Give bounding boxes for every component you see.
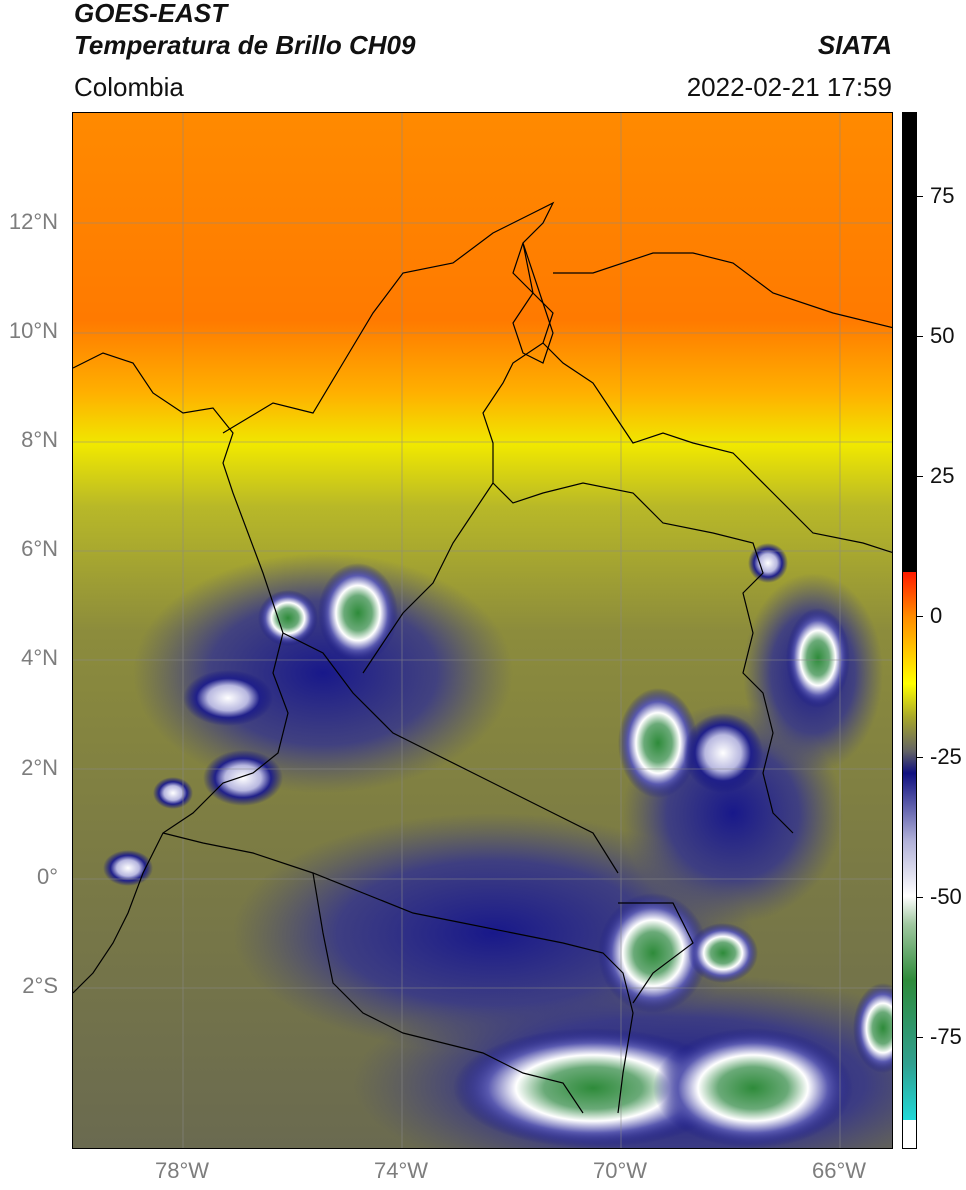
product-title: Temperatura de Brillo CH09 (74, 30, 416, 60)
gridlines (73, 113, 892, 1148)
borders (73, 201, 892, 1114)
lat-label-12n: 12°N (8, 209, 58, 234)
colorbar-tick-mark (917, 196, 923, 198)
colorbar-tick-mark (917, 616, 923, 618)
lat-label-2s: 2°S (22, 973, 58, 998)
satellite-map[interactable] (72, 112, 893, 1149)
colorbar-tick-label: 75 (930, 183, 955, 209)
colorbar-tick-label: 25 (930, 463, 955, 489)
agency-label: SIATA (817, 30, 892, 60)
lat-label-6n: 6°N (21, 536, 58, 561)
colorbar-tick-mark (917, 476, 923, 478)
map-canvas (73, 113, 892, 1148)
colorbar-tick-mark (917, 896, 923, 898)
region-label: Colombia (74, 72, 184, 102)
lat-label-10n: 10°N (8, 318, 58, 343)
lon-label-66w: 66°W (811, 1158, 867, 1183)
colorbar-tick-mark (917, 336, 923, 338)
satellite-title: GOES-EAST (74, 0, 228, 28)
datetime-label: 2022-02-21 17:59 (686, 72, 892, 102)
colorbar-tick-label: -75 (930, 1023, 962, 1049)
colorbar-tick-label: -50 (930, 883, 962, 909)
colorbar-tick-mark (917, 756, 923, 758)
lon-label-74w: 74°W (373, 1158, 429, 1183)
colorbar-tick-label: 0 (930, 603, 943, 629)
lon-label-78w: 78°W (154, 1158, 210, 1183)
colorbar-tick-label: -25 (930, 743, 962, 769)
lat-label-2n: 2°N (21, 755, 58, 780)
colorbar (902, 112, 917, 1149)
lat-label-4n: 4°N (21, 645, 58, 670)
colorbar-tick-label: 50 (930, 323, 955, 349)
lat-label-8n: 8°N (21, 427, 58, 452)
lon-label-70w: 70°W (592, 1158, 648, 1183)
lat-label-0: 0° (36, 864, 58, 889)
colorbar-tick-mark (917, 1036, 923, 1038)
